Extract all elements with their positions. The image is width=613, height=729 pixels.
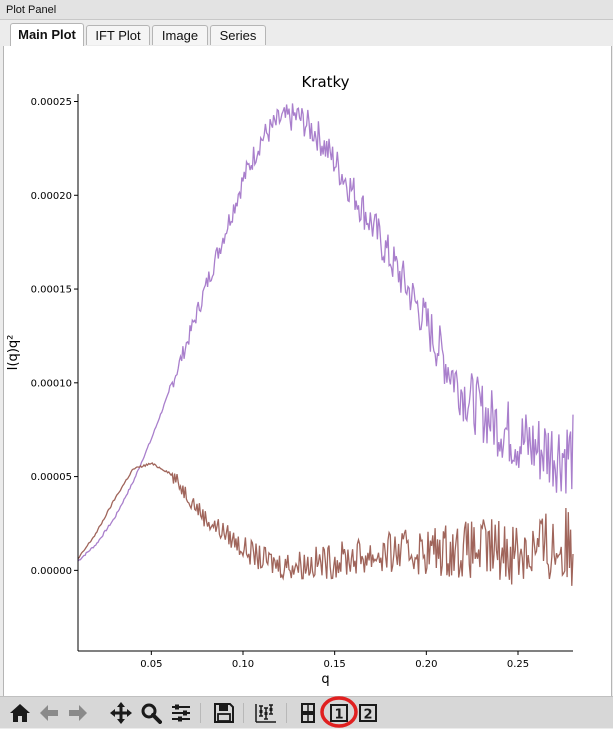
save-icon — [214, 703, 234, 723]
highlight-circle — [320, 696, 358, 728]
configure-subplots-button[interactable] — [169, 701, 193, 725]
two-plots-button[interactable] — [296, 701, 320, 725]
tab-image[interactable]: Image — [152, 25, 208, 45]
plot-toolbar: 1 2 — [0, 696, 613, 728]
subplots-icon — [172, 704, 190, 722]
x-tick-label: 0.25 — [507, 659, 529, 670]
series-line-1 — [77, 462, 574, 586]
y-tick-label: 0.00020 — [31, 191, 72, 202]
x-tick-label: 0.05 — [140, 659, 162, 670]
x-tick-label: 0.15 — [324, 659, 346, 670]
y-tick-label: 0.00010 — [31, 378, 72, 389]
back-arrow-icon — [40, 705, 58, 721]
tab-main-plot[interactable]: Main Plot — [10, 23, 84, 46]
toolbar-separator — [286, 703, 287, 723]
plot-area: 0.05 0.10 0.15 0.20 0.25 0.00000 0.00005 0.0001… — [3, 46, 612, 696]
pan-icon — [110, 702, 132, 724]
y-tick-label: 0.00015 — [31, 285, 72, 296]
pan-button[interactable] — [109, 701, 133, 725]
save-button[interactable] — [212, 701, 236, 725]
zoom-button[interactable] — [139, 701, 163, 725]
kratky-plot[interactable]: 0.05 0.10 0.15 0.20 0.25 0.00000 0.00005 0.0001… — [4, 46, 611, 696]
home-icon — [10, 704, 30, 722]
plot-two-label: 2 — [363, 708, 372, 723]
y-tick-label: 0.00005 — [31, 472, 72, 483]
panel-title: Plot Panel — [0, 0, 613, 20]
toolbar-separator — [200, 703, 201, 723]
x-tick-label: 0.10 — [232, 659, 254, 670]
chart-title: Kratky — [301, 73, 349, 91]
y-tick-label: 0.00025 — [31, 97, 72, 108]
plot-one-label: 1 — [334, 708, 343, 723]
forward-arrow-icon — [69, 705, 87, 721]
tab-series[interactable]: Series — [210, 25, 266, 45]
tab-bar: Main Plot IFT Plot Image Series — [0, 20, 613, 46]
back-button[interactable] — [37, 701, 61, 725]
plot-one-icon: 1 — [330, 704, 348, 723]
toolbar-separator — [243, 703, 244, 723]
error-bars-button[interactable] — [254, 701, 278, 725]
zoom-icon — [141, 703, 162, 724]
x-axis-label: q — [321, 672, 329, 687]
forward-button[interactable] — [66, 701, 90, 725]
tab-ift-plot[interactable]: IFT Plot — [86, 25, 150, 45]
y-axis-label: I(q)q² — [6, 335, 21, 371]
series-line-0 — [77, 103, 574, 562]
plot-two-icon: 2 — [359, 704, 377, 723]
x-tick-label: 0.20 — [415, 659, 437, 670]
home-button[interactable] — [8, 701, 32, 725]
plot-two-button[interactable]: 2 — [356, 701, 380, 725]
plot-one-button[interactable]: 1 — [327, 701, 351, 725]
error-bars-icon — [255, 704, 276, 723]
two-plots-icon — [301, 703, 315, 723]
y-tick-label: 0.00000 — [31, 566, 72, 577]
